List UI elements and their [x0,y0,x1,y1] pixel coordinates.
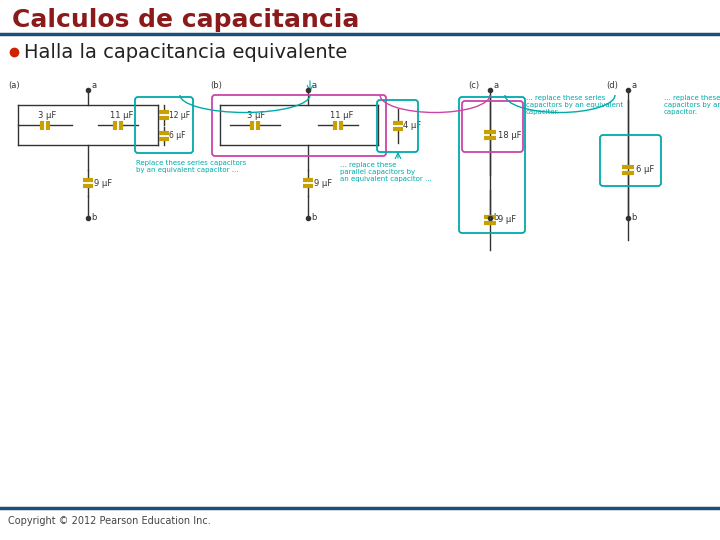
Text: a: a [493,81,498,90]
Text: Replace these series capacitors
by an equivalent capacitor ...: Replace these series capacitors by an eq… [136,160,246,173]
Text: 9 µF: 9 µF [314,179,332,187]
Text: b: b [631,213,636,222]
Text: (c): (c) [468,81,479,90]
Text: (a): (a) [8,81,19,90]
Text: Calculos de capacitancia: Calculos de capacitancia [12,8,359,32]
Text: 6 µF: 6 µF [636,165,654,174]
Text: b: b [493,213,498,222]
Text: Halla la capacitancia equivalente: Halla la capacitancia equivalente [24,43,347,62]
Text: 3 µF: 3 µF [247,111,265,120]
Text: 4 µF: 4 µF [403,122,421,131]
Text: 6 µF: 6 µF [169,132,186,140]
Text: Copyright © 2012 Pearson Education Inc.: Copyright © 2012 Pearson Education Inc. [8,516,211,526]
Text: ... replace these series
capacitors by an equivalent
capacitor.: ... replace these series capacitors by a… [526,95,623,115]
Text: a: a [311,81,316,90]
Text: (b): (b) [210,81,222,90]
Text: 18 µF: 18 µF [498,131,521,139]
Text: a: a [631,81,636,90]
Text: a: a [91,81,96,90]
Text: ... replace these
parallel capacitors by
an equivalent capacitor ...: ... replace these parallel capacitors by… [340,162,432,182]
Text: 12 µF: 12 µF [169,111,190,119]
Text: 11 µF: 11 µF [330,111,354,120]
Text: 3 µF: 3 µF [38,111,56,120]
Text: 9 µF: 9 µF [94,179,112,187]
Text: 11 µF: 11 µF [110,111,133,120]
Text: (d): (d) [606,81,618,90]
Text: ... replace these series
capacitors by an equivalent
capacitor.: ... replace these series capacitors by a… [664,95,720,115]
Text: b: b [311,213,316,222]
Text: 9 µF: 9 µF [498,215,516,225]
Text: b: b [91,213,96,222]
